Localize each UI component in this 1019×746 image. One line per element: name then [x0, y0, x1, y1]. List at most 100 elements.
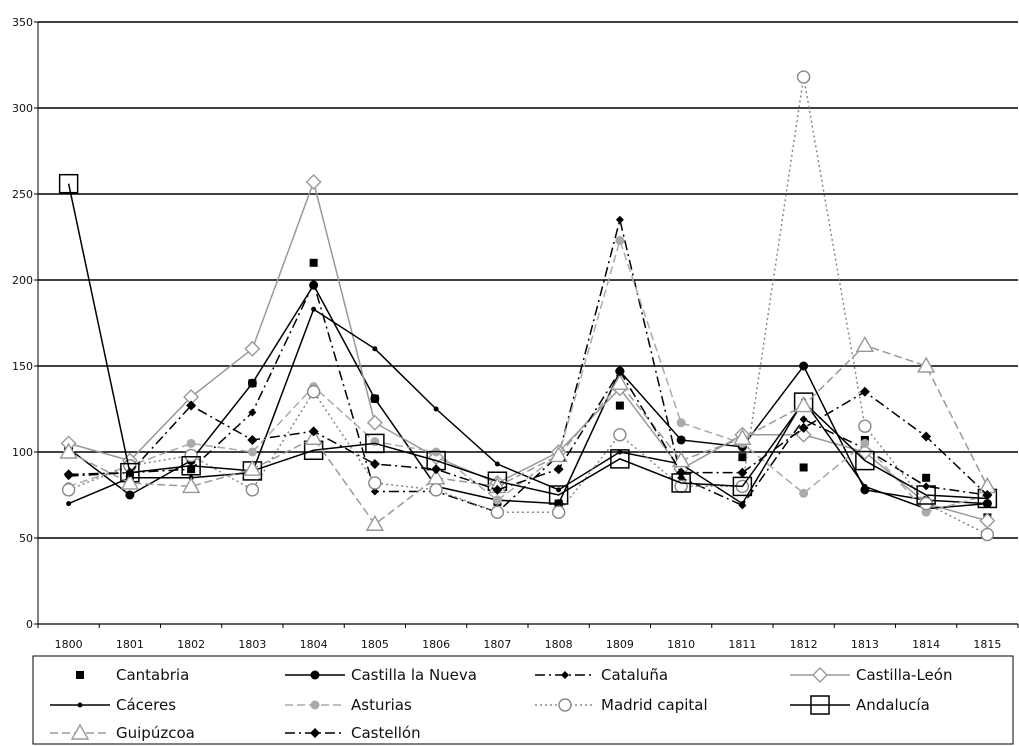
y-tick-label: 50 — [19, 532, 33, 545]
x-tick-label: 1807 — [483, 638, 511, 651]
data-point — [615, 401, 624, 410]
data-point — [677, 473, 686, 482]
data-point — [125, 490, 135, 500]
legend-label: Madrid capital — [601, 696, 708, 714]
data-point — [921, 507, 931, 517]
x-tick-label: 1804 — [300, 638, 328, 651]
data-point — [862, 483, 868, 489]
x-tick-label: 1803 — [238, 638, 266, 651]
data-point — [181, 476, 201, 494]
data-point — [247, 434, 258, 445]
legend-label: Castellón — [351, 724, 421, 742]
series-line — [67, 183, 988, 500]
data-point — [738, 453, 747, 462]
data-point — [369, 459, 380, 470]
data-point — [548, 485, 569, 505]
data-point — [556, 487, 562, 493]
data-point — [308, 426, 319, 437]
legend-label: Asturias — [351, 696, 412, 714]
legend-marker — [310, 670, 320, 680]
legend-marker — [310, 728, 320, 738]
data-point — [982, 490, 993, 500]
legend-label: Castilla la Nueva — [351, 666, 477, 684]
y-axis: 0 50 100 150 200 250 300 350 — [12, 16, 39, 631]
data-point — [921, 431, 932, 442]
data-point — [916, 485, 936, 505]
data-point — [610, 449, 630, 469]
data-point — [796, 70, 811, 84]
data-point — [120, 473, 140, 490]
data-point — [795, 426, 812, 443]
data-point — [245, 483, 260, 497]
data-point — [858, 419, 872, 433]
data-point — [553, 464, 564, 475]
data-point — [429, 483, 443, 497]
series-layer — [58, 70, 998, 542]
data-point — [799, 463, 808, 472]
legend-label: Cantabria — [116, 666, 189, 684]
y-tick-label: 200 — [12, 274, 33, 287]
x-tick-label: 1812 — [790, 638, 818, 651]
series-castellon — [63, 366, 993, 500]
plot-area — [38, 22, 1018, 624]
legend-marker — [76, 671, 84, 679]
data-point — [613, 428, 627, 442]
data-point — [306, 385, 321, 399]
data-point — [372, 346, 378, 352]
legend-item-castilla-la-nueva: Castilla la Nueva — [285, 666, 477, 684]
x-tick-label: 1805 — [361, 638, 389, 651]
data-point — [431, 464, 442, 475]
x-axis: 1800 1801 1802 1803 1804 1805 1806 1807 1808 1809… — [37, 623, 1019, 651]
x-tick-label: 1811 — [728, 638, 756, 651]
data-point — [979, 512, 996, 529]
legend-item-castellon: Castellón — [285, 724, 421, 742]
series-line — [68, 219, 988, 514]
series-line — [68, 237, 988, 514]
data-point — [492, 484, 503, 495]
x-tick-label: 1802 — [177, 638, 205, 651]
x-tick-label: 1809 — [606, 638, 634, 651]
y-tick-label: 100 — [12, 446, 33, 459]
data-point — [61, 483, 76, 497]
data-point — [733, 428, 752, 445]
data-point — [426, 468, 446, 485]
legend-marker — [561, 671, 569, 679]
data-point — [186, 400, 197, 411]
y-tick-label: 150 — [12, 360, 33, 373]
data-point — [676, 467, 687, 478]
legend-marker — [70, 723, 90, 740]
data-point — [794, 396, 813, 413]
data-point — [305, 173, 322, 190]
legend-marker — [810, 695, 830, 715]
legend-label: Guipúzcoa — [116, 724, 195, 742]
data-point — [610, 373, 630, 390]
x-tick-label: 1810 — [667, 638, 695, 651]
y-tick-label: 350 — [12, 16, 33, 29]
data-point — [184, 448, 198, 463]
data-point — [63, 469, 74, 480]
data-point — [737, 467, 748, 478]
data-point — [676, 418, 686, 428]
data-point — [676, 435, 686, 445]
data-point — [494, 461, 500, 467]
data-point — [615, 235, 625, 245]
data-point — [984, 501, 990, 507]
x-tick-label: 1808 — [545, 638, 573, 651]
legend-label: Cataluña — [601, 666, 668, 684]
data-point — [186, 438, 196, 448]
data-point — [309, 279, 318, 288]
data-point — [124, 467, 135, 478]
data-point — [58, 173, 79, 194]
data-point — [181, 456, 201, 476]
data-point — [311, 306, 317, 312]
legend-item-asturias: Asturias — [285, 696, 412, 714]
data-point — [617, 449, 623, 455]
data-point — [492, 495, 502, 505]
data-point — [309, 258, 318, 267]
legend-item-andalucia: Andalucía — [790, 695, 930, 715]
y-tick-label: 0 — [26, 618, 33, 631]
series-line — [68, 369, 988, 496]
data-point — [490, 505, 505, 519]
legend-marker — [310, 700, 320, 710]
legend-box — [32, 655, 1014, 745]
